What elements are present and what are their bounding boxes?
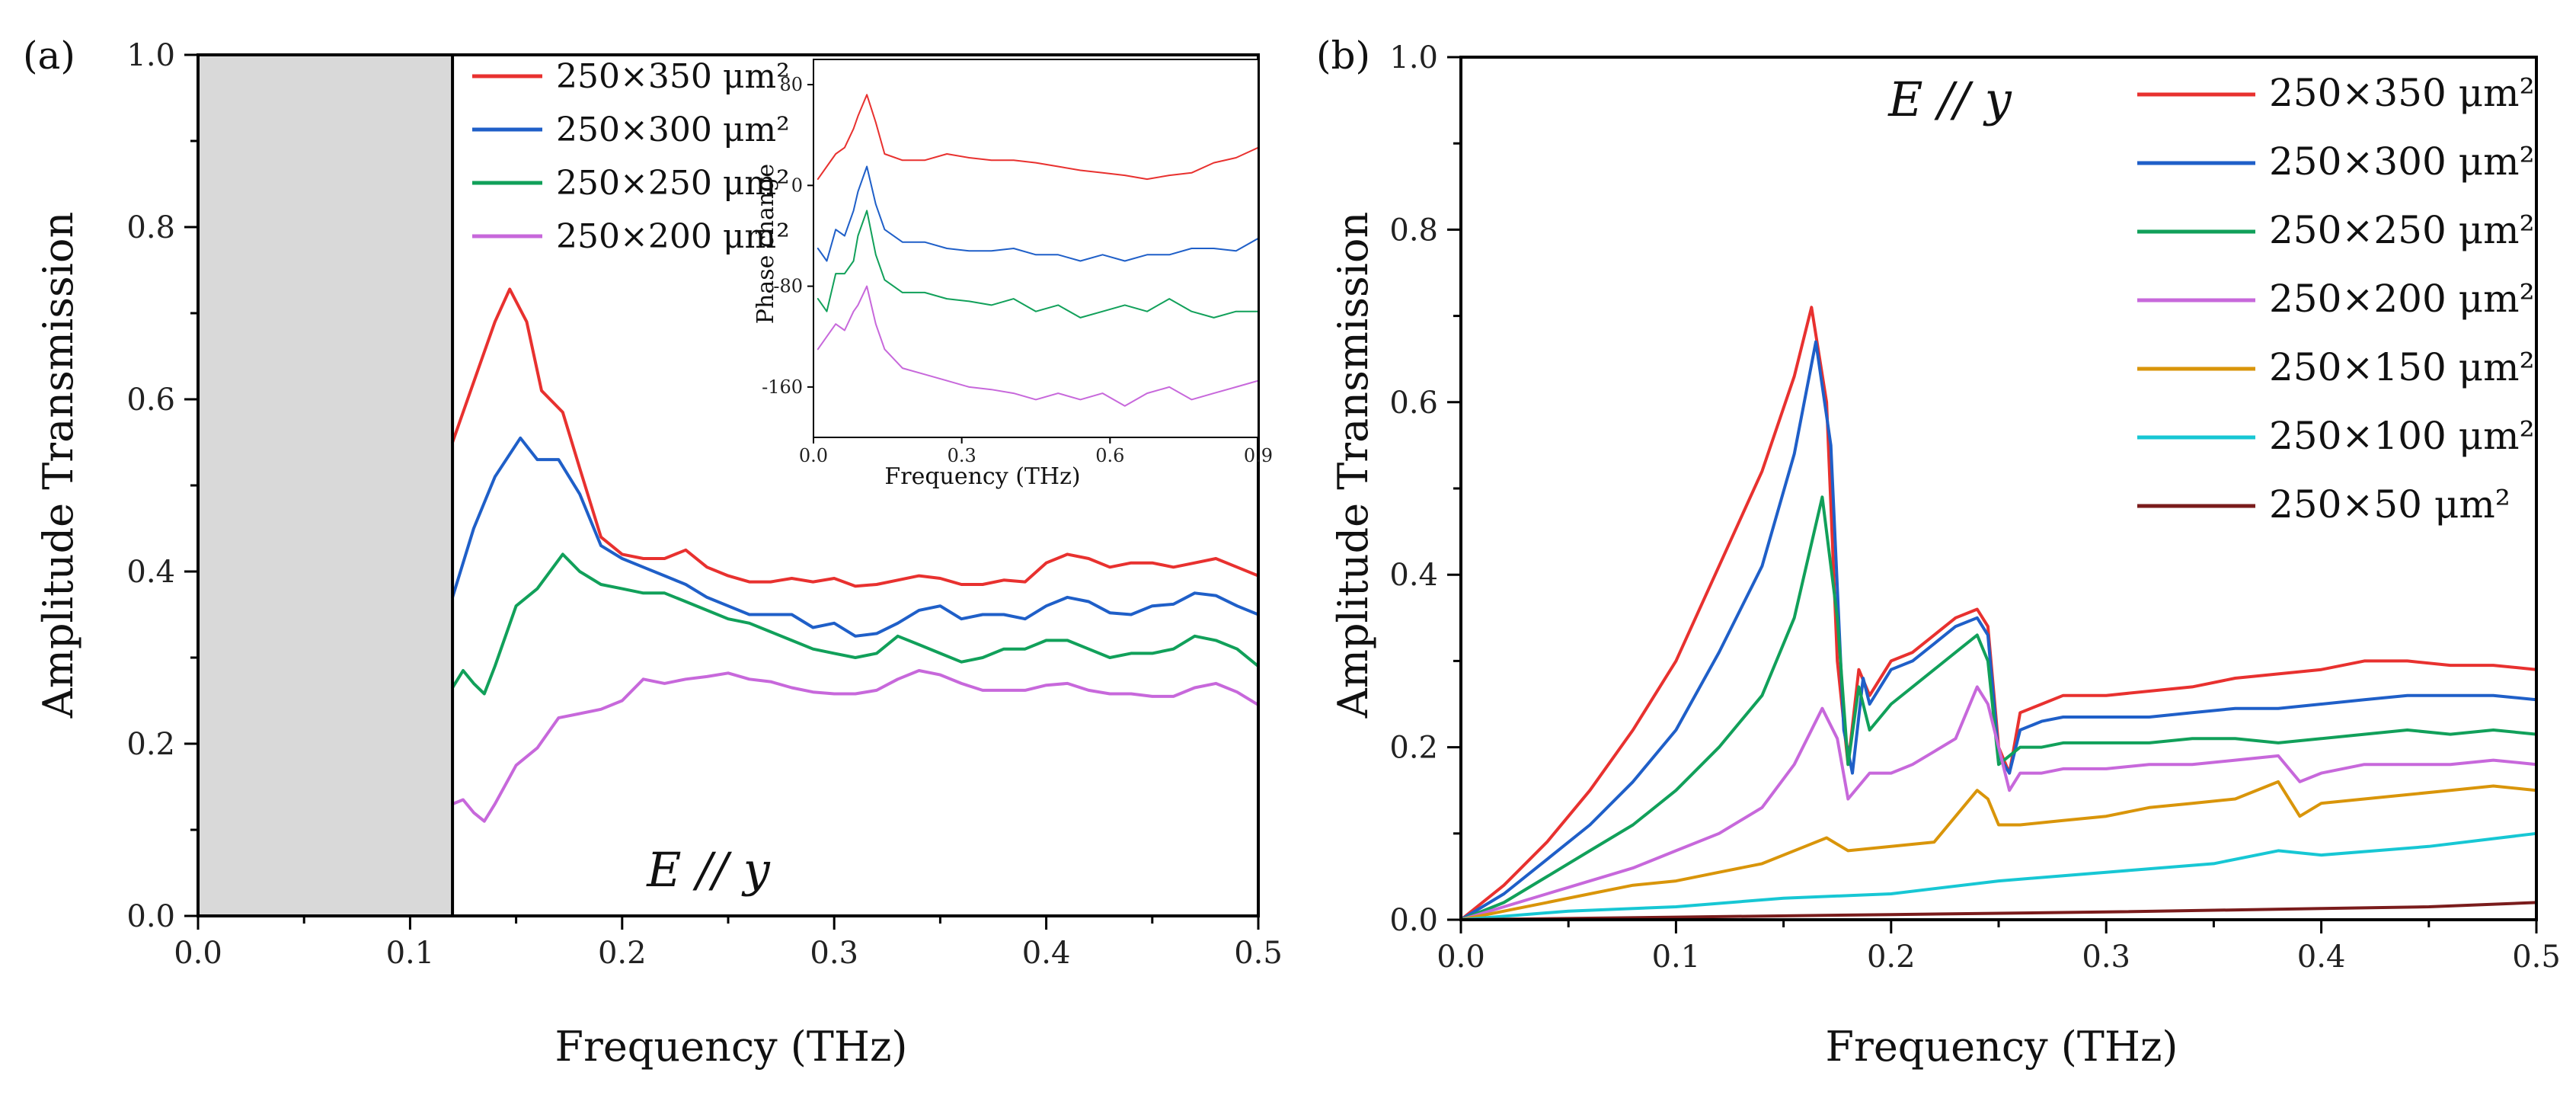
y-axis-label-b: Amplitude Transmission (1329, 212, 1377, 719)
b-x-tick-label: 0.0 (1437, 940, 1485, 975)
b-series-line-1 (1459, 306, 2538, 921)
a-x-tick-label: 0.1 (386, 936, 435, 971)
a-x-tick-label: 0.0 (174, 936, 222, 971)
b-series-line-3 (1459, 495, 2538, 921)
polarization-label-a: E // y (646, 842, 770, 898)
a-x-tick-label: 0.5 (1234, 936, 1283, 971)
panel-b: (b) 0.0 0.1 0.2 0.3 0.4 0.5 0.0 0.2 0.4 0.6 0.8 1.0… (1316, 34, 2561, 1071)
inset-x-tick-label: 0.0 (799, 445, 828, 466)
x-axis-label-b: Frequency (THz) (1826, 1023, 2178, 1071)
inset-frame (813, 59, 1259, 438)
a-y-tick-label: 0.4 (126, 555, 175, 590)
inset-x-tick-label: 0.9 (1244, 445, 1273, 466)
polarization-label-b: E // y (1887, 72, 2012, 127)
b-x-tick-label: 0.3 (2082, 940, 2130, 975)
panel-a: (a) 0.0 0.1 0.2 0.3 0.4 0.5 0.0 0.2 0.4 0.6 0.8 1.0… (23, 34, 1283, 1071)
b-y-tick-label: 0.8 (1389, 213, 1438, 248)
inset-series-line-2 (817, 165, 1259, 262)
b-series-line-6 (1459, 831, 2538, 921)
b-x-tick-label: 0.4 (2297, 940, 2346, 975)
y-axis-label-a: Amplitude Transmission (34, 212, 82, 719)
inset-x-axis-label: Frequency (THz) (884, 463, 1080, 490)
b-y-tick-label: 0.2 (1389, 731, 1438, 766)
b-y-tick-label: 1.0 (1389, 40, 1438, 75)
inset-y-axis-label: Phase change (753, 164, 779, 324)
inset-x-tick-label: 0.6 (1095, 445, 1124, 466)
legend-entry: 250×250 μm² (556, 164, 790, 203)
b-y-tick-label: 0.6 (1389, 386, 1438, 421)
legend-entry: 250×250 μm² (2269, 208, 2535, 252)
inset-y-tick-label: 0 (791, 174, 803, 196)
b-x-tick-label: 0.2 (1867, 940, 1916, 975)
b-y-tick-label: 0.4 (1389, 558, 1438, 593)
masked-frequency-region (198, 55, 453, 916)
phase-inset: 0.0 0.3 0.6 0.9 80 0 -80 -160 Frequency (THz) P… (753, 59, 1273, 490)
a-x-tick-label: 0.3 (810, 936, 858, 971)
b-x-tick-label: 0.1 (1652, 940, 1701, 975)
a-y-tick-label: 0.0 (126, 899, 175, 934)
b-x-tick-label: 0.5 (2512, 940, 2561, 975)
inset-y-tick-label: -160 (762, 376, 803, 398)
a-y-tick-label: 0.2 (126, 727, 175, 762)
legend-entry: 250×200 μm² (556, 217, 790, 256)
a-series-line-3 (451, 552, 1260, 696)
inset-series-line-3 (817, 210, 1259, 319)
inset-series-line-4 (817, 285, 1259, 407)
legend-entry: 250×350 μm² (556, 57, 790, 96)
inset-x-tick-label: 0.3 (948, 445, 976, 466)
b-series-line-5 (1459, 780, 2538, 921)
legend-entry: 250×50 μm² (2269, 482, 2510, 527)
legend-entry: 250×100 μm² (2269, 414, 2535, 458)
a-x-tick-label: 0.4 (1022, 936, 1071, 971)
legend-entry: 250×300 μm² (556, 110, 790, 149)
a-x-tick-label: 0.2 (598, 936, 647, 971)
b-series-line-7 (1459, 901, 2538, 921)
b-series-line-4 (1459, 685, 2538, 921)
a-series-line-1 (451, 287, 1260, 588)
inset-y-tick-label: 80 (779, 74, 803, 95)
panel-a-label: (a) (23, 34, 75, 78)
b-series-line-2 (1459, 340, 2538, 921)
legend-entry: 250×300 μm² (2269, 139, 2535, 184)
legend-entry: 250×200 μm² (2269, 277, 2535, 321)
a-series-line-4 (451, 669, 1260, 823)
a-y-tick-label: 0.8 (126, 210, 175, 245)
b-y-tick-label: 0.0 (1389, 903, 1438, 938)
inset-y-tick-label: -80 (773, 276, 803, 297)
a-series-line-2 (451, 436, 1260, 638)
x-axis-label-a: Frequency (THz) (555, 1023, 908, 1071)
a-y-tick-label: 0.6 (126, 383, 175, 418)
legend-entry: 250×350 μm² (2269, 71, 2535, 115)
panel-b-label: (b) (1316, 34, 1370, 78)
legend-entry: 250×150 μm² (2269, 345, 2535, 389)
inset-series-line-1 (817, 94, 1259, 181)
a-y-tick-label: 1.0 (126, 38, 175, 73)
